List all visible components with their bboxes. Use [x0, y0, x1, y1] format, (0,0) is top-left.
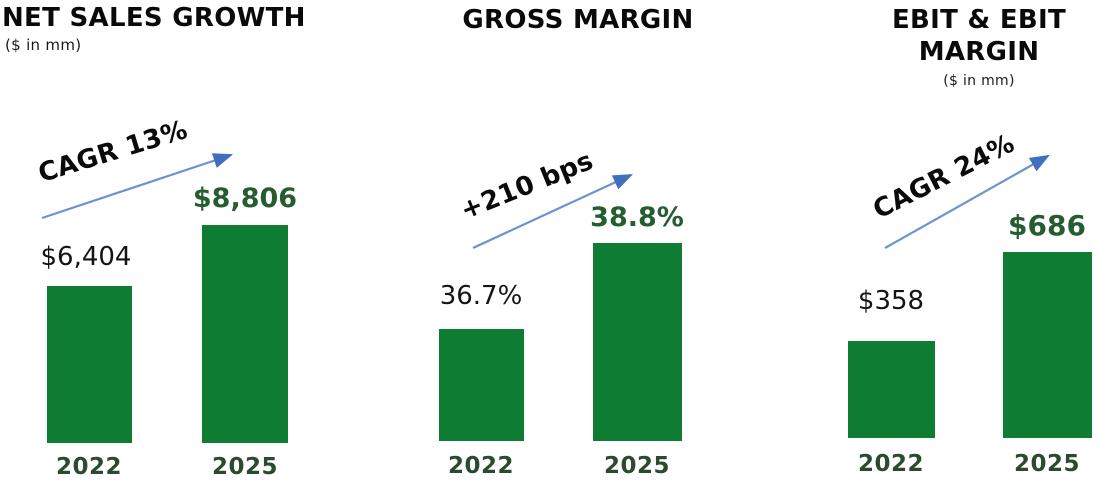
- axis-label-2025: 2025: [1013, 451, 1080, 477]
- value-label-2025: $686: [1008, 209, 1086, 242]
- value-label-2022: $6,404: [40, 242, 132, 272]
- trend-arrow-icon: [41, 153, 234, 220]
- bar-2025: [593, 243, 682, 441]
- chart-ebit-margin: EBIT & EBIT MARGIN ($ in mm) CAGR 24% $3…: [820, 0, 1101, 482]
- chart-title-line1: EBIT & EBIT: [891, 5, 1067, 35]
- bar-2025: [202, 225, 288, 443]
- chart-title: NET SALES GROWTH: [2, 3, 306, 33]
- value-label-2025: $8,806: [192, 183, 298, 214]
- axis-label-2022: 2022: [447, 453, 514, 479]
- bar-2022: [848, 341, 935, 438]
- axis-label-2022: 2022: [55, 454, 122, 480]
- bar-2025: [1003, 252, 1092, 438]
- chart-units: ($ in mm): [943, 73, 1015, 89]
- axis-label-2022: 2022: [857, 451, 924, 477]
- value-label-2022: $358: [857, 286, 925, 316]
- value-label-2022: 36.7%: [439, 281, 523, 311]
- value-label-2025: 38.8%: [590, 202, 684, 233]
- chart-title-line2: MARGIN: [918, 37, 1040, 67]
- chart-net-sales-growth: NET SALES GROWTH ($ in mm) CAGR 13% $6,4…: [0, 0, 340, 482]
- axis-label-2025: 2025: [603, 453, 670, 479]
- trend-arrow-icon: [472, 174, 633, 249]
- trend-arrow-icon: [884, 154, 1050, 249]
- chart-gross-margin: GROSS MARGIN +210 bps 36.7% 38.8% 2022 2…: [390, 0, 720, 482]
- axis-label-2025: 2025: [211, 454, 278, 480]
- bar-2022: [47, 286, 132, 443]
- bar-2022: [439, 329, 524, 441]
- chart-title: GROSS MARGIN: [462, 5, 694, 35]
- chart-units: ($ in mm): [5, 36, 82, 54]
